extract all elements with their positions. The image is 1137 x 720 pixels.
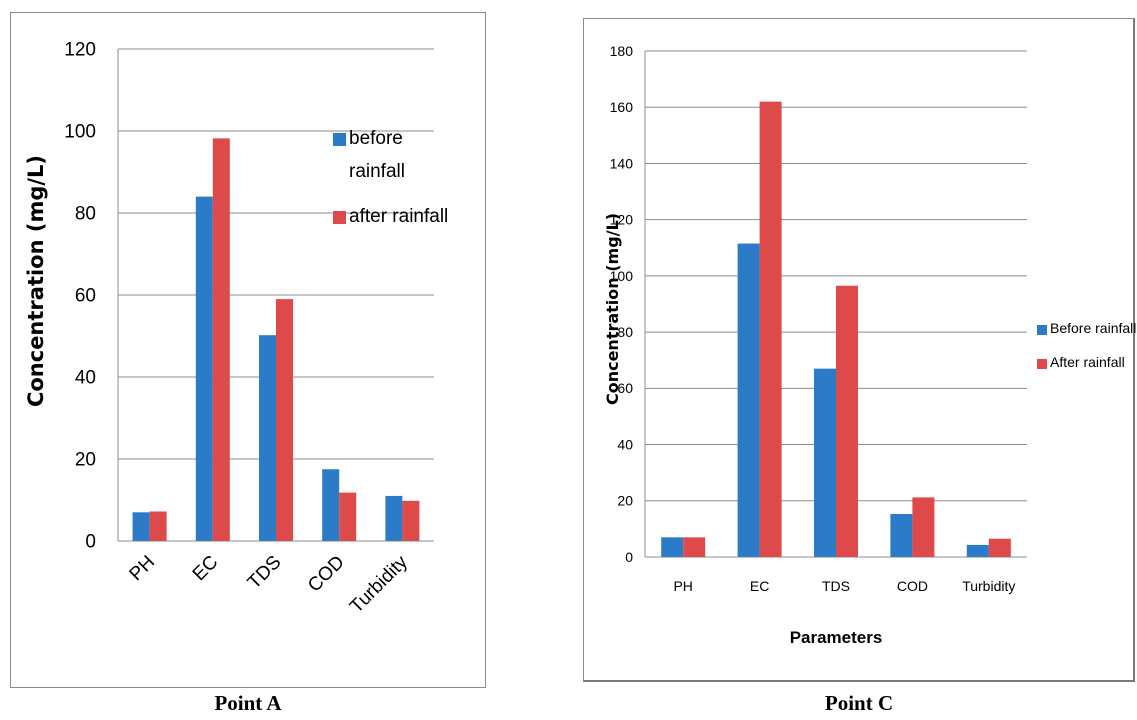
caption-point-c: Point C [824, 691, 894, 715]
x-tick-label: COD [897, 578, 928, 594]
y-tick-label: 40 [617, 436, 633, 452]
bar-tds-before [259, 335, 276, 541]
bar-ph-before [132, 512, 150, 541]
legend-swatch-before [1037, 325, 1047, 335]
y-axis-title: Concentration (mg/L) [603, 213, 622, 405]
bar-cod-after [339, 492, 357, 541]
chart-panel-point-c: 0 20 40 60 80 100 120 140 160 180 PH EC TDS COD Turbid… [583, 18, 1136, 682]
bar-ec-after [759, 101, 782, 557]
bar-tds-after [836, 285, 858, 557]
legend-swatch-before [333, 133, 346, 146]
x-tick-label: TDS [244, 552, 286, 594]
y-tick-label: 20 [75, 450, 96, 471]
y-axis-title: Concentration (mg/L) [24, 155, 48, 407]
x-tick-label: EC [750, 578, 769, 594]
y-tick-label: 140 [610, 155, 634, 171]
y-tick-label: 0 [625, 549, 633, 565]
y-tick-label: 120 [64, 40, 96, 61]
legend-swatch-after [1037, 359, 1047, 369]
y-tick-label: 180 [610, 43, 634, 59]
y-tick-label: 60 [75, 286, 96, 307]
y-tick-label: 60 [617, 380, 633, 396]
bar-cod-before [890, 513, 913, 557]
bar-turbidity-after [988, 538, 1011, 557]
x-tick-label: Turbidity [962, 578, 1015, 594]
x-tick-label: COD [304, 552, 349, 597]
caption-point-a: Point A [214, 691, 282, 715]
bar-tds-after [276, 299, 293, 541]
x-tick-label: EC [189, 552, 223, 586]
x-axis-title: Parameters [790, 628, 883, 647]
y-tick-label: 80 [75, 204, 96, 225]
legend-label: rainfall [349, 161, 405, 182]
bar-ec-before [737, 243, 760, 558]
x-tick-label: TDS [822, 578, 850, 594]
bar-ph-after [149, 511, 167, 541]
chart-panel-point-a: 0 20 40 60 80 100 120 PH EC TDS COD Turbidity Concen… [10, 12, 486, 688]
x-tick-label: PH [673, 578, 692, 594]
y-tick-label: 40 [75, 368, 96, 389]
legend-label: before [349, 128, 403, 149]
y-tick-label: 120 [610, 212, 634, 228]
chart-point-c: 0 20 40 60 80 100 120 140 160 180 PH EC TDS COD Turbid… [603, 43, 1136, 647]
bar-ec-after [212, 138, 230, 541]
bar-turbidity-after [402, 500, 420, 541]
x-tick-label: PH [126, 552, 160, 586]
bar-turbidity-before [385, 495, 403, 541]
y-tick-label: 100 [610, 268, 634, 284]
legend-label: Before rainfall [1050, 320, 1136, 336]
bar-ph-before [661, 537, 684, 557]
legend-swatch-after [333, 211, 346, 224]
y-tick-label: 160 [610, 99, 634, 115]
bar-ec-before [195, 196, 213, 541]
bar-turbidity-before [966, 544, 989, 557]
legend-label: after rainfall [349, 206, 448, 227]
bar-cod-after [912, 497, 935, 557]
y-tick-label: 100 [64, 122, 96, 143]
bar-ph-after [683, 537, 706, 557]
bar-tds-before [814, 368, 836, 557]
y-tick-label: 20 [617, 493, 633, 509]
y-tick-label: 80 [617, 324, 633, 340]
legend-label: After rainfall [1050, 354, 1125, 370]
bar-cod-before [322, 469, 340, 541]
y-tick-label: 0 [85, 532, 96, 553]
x-tick-label: Turbidity [346, 551, 412, 617]
